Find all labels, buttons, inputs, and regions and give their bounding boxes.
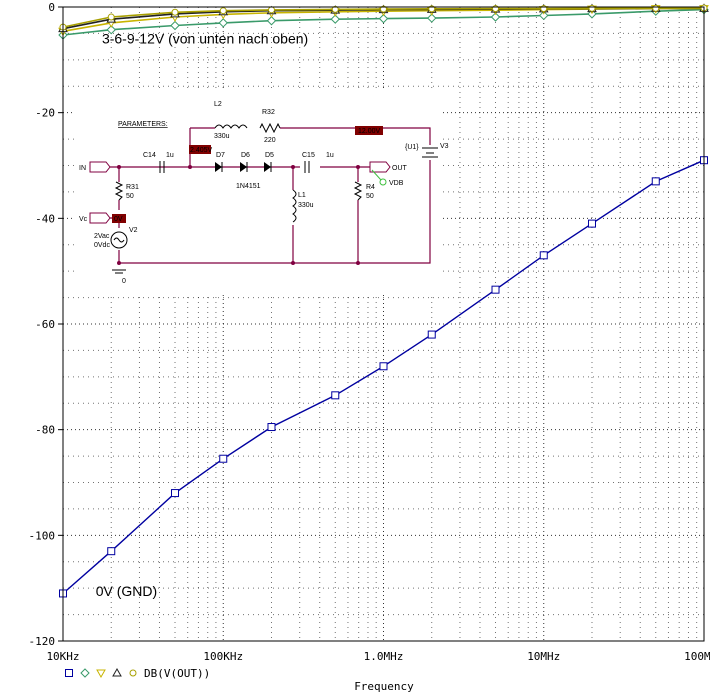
r31-value: 50 bbox=[126, 193, 134, 200]
data-point bbox=[219, 7, 227, 15]
schematic-inset: PARAMETERS: L2 330u R32 220 12.00V {U1} … bbox=[75, 90, 449, 295]
legend-marker bbox=[112, 667, 122, 677]
series-group bbox=[58, 3, 709, 598]
v2-vdc: 0Vdc bbox=[94, 242, 110, 249]
data-point bbox=[107, 13, 115, 21]
l1-name: L1 bbox=[298, 192, 306, 199]
data-point bbox=[170, 20, 180, 31]
r4-value: 50 bbox=[366, 193, 374, 200]
data-point bbox=[331, 5, 339, 13]
vc-voltage: 0V bbox=[114, 216, 123, 223]
d7-label: D7 bbox=[216, 152, 225, 159]
data-point bbox=[492, 5, 500, 13]
v2-name: V2 bbox=[129, 227, 138, 234]
vc-label: Vc bbox=[79, 216, 88, 223]
data-point bbox=[490, 12, 501, 22]
data-point bbox=[266, 16, 277, 26]
y-tick-label: 0 bbox=[48, 1, 55, 14]
legend-marker bbox=[65, 669, 73, 677]
data-point bbox=[539, 251, 548, 260]
diode-model: 1N4151 bbox=[236, 183, 261, 190]
annotation-gnd: 0V (GND) bbox=[96, 583, 157, 599]
u1-label: {U1} bbox=[405, 144, 419, 151]
y-tick-label: -120 bbox=[29, 635, 56, 648]
data-point bbox=[588, 4, 596, 12]
r32-name: R32 bbox=[262, 109, 275, 116]
x-tick-label: 100KHz bbox=[203, 650, 243, 663]
x-tick-label: 10MHz bbox=[527, 650, 560, 663]
c15-name: C15 bbox=[302, 152, 315, 159]
v2-vac: 2Vac bbox=[94, 233, 110, 240]
data-point bbox=[107, 547, 116, 556]
data-point bbox=[331, 391, 340, 400]
node-voltage: 2.405V bbox=[190, 147, 213, 154]
parameters-label: PARAMETERS: bbox=[118, 121, 168, 128]
y-tick-label: -100 bbox=[29, 529, 56, 542]
l1-value: 330u bbox=[298, 202, 314, 209]
data-point bbox=[380, 5, 387, 13]
y-tick-label: -80 bbox=[35, 424, 55, 437]
v3-name: V3 bbox=[440, 143, 449, 150]
legend-marker bbox=[129, 669, 137, 677]
data-point bbox=[651, 177, 660, 186]
x-tick-label: 1.0MHz bbox=[364, 650, 404, 663]
data-point bbox=[218, 18, 228, 28]
data-point bbox=[171, 8, 179, 16]
legend-label: DB(V(OUT)) bbox=[144, 667, 210, 680]
probe-label: VDB bbox=[389, 180, 404, 187]
data-point bbox=[539, 10, 549, 21]
y-tick-label: -20 bbox=[35, 107, 55, 120]
data-point bbox=[171, 489, 180, 498]
x-tick-label: 100MHz bbox=[684, 650, 710, 663]
l2-name: L2 bbox=[214, 101, 222, 108]
d5-label: D5 bbox=[265, 152, 274, 159]
legend: DB(V(OUT)) bbox=[65, 667, 210, 680]
c14-name: C14 bbox=[143, 152, 156, 159]
schematic-background bbox=[75, 90, 440, 295]
data-point bbox=[106, 25, 116, 35]
series-square bbox=[59, 156, 708, 598]
r31-name: R31 bbox=[126, 184, 139, 191]
y-tick-label: -40 bbox=[35, 212, 55, 225]
data-point bbox=[219, 454, 228, 463]
r4-name: R4 bbox=[366, 184, 375, 191]
data-point bbox=[378, 13, 389, 24]
data-point bbox=[587, 219, 596, 228]
r32-value: 220 bbox=[264, 137, 276, 144]
c14-value: 1u bbox=[166, 152, 174, 159]
data-point bbox=[427, 330, 436, 339]
axis-ticks: 0 -20 -40 -60 -80 -100 -120 10KHz 100KHz 1.0MHz 10… bbox=[29, 1, 710, 663]
data-point bbox=[267, 423, 276, 432]
c15-value: 1u bbox=[326, 152, 334, 159]
data-point bbox=[379, 362, 388, 371]
data-point bbox=[491, 285, 500, 294]
d6-label: D6 bbox=[241, 152, 250, 159]
l2-value: 330u bbox=[214, 133, 230, 140]
data-point bbox=[652, 4, 660, 12]
legend-marker bbox=[96, 669, 106, 679]
x-axis-label: Frequency bbox=[354, 680, 414, 693]
gnd-label: 0 bbox=[122, 278, 126, 285]
data-point bbox=[427, 13, 437, 23]
out-label: OUT bbox=[392, 165, 408, 172]
data-point bbox=[540, 5, 548, 13]
data-point bbox=[267, 6, 275, 14]
x-tick-label: 10KHz bbox=[46, 650, 79, 663]
plot-frame bbox=[62, 6, 705, 642]
legend-marker bbox=[80, 668, 90, 678]
y-tick-label: -60 bbox=[35, 318, 55, 331]
v3-voltage: 12.00V bbox=[358, 128, 381, 135]
in-label: IN bbox=[79, 165, 86, 172]
data-point bbox=[330, 14, 340, 24]
annotation-voltages: 3-6-9-12V (von unten nach oben) bbox=[102, 31, 308, 47]
